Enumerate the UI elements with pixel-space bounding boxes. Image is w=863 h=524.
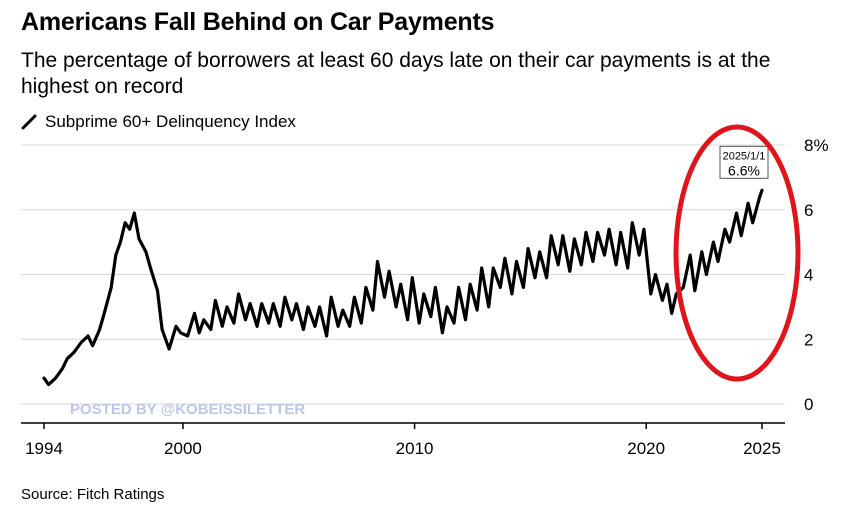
chart-title: Americans Fall Behind on Car Payments (21, 8, 495, 36)
y-tick-label: 0 (804, 395, 813, 414)
series-line (42, 188, 764, 387)
legend: Subprime 60+ Delinquency Index (21, 112, 296, 132)
watermark-text: POSTED BY @KOBEISSILETTER (70, 401, 305, 418)
line-series-icon (21, 114, 37, 130)
x-tick-label: 1994 (25, 439, 63, 458)
callout-value: 6.6% (728, 162, 760, 178)
x-tick-label: 2025 (743, 439, 781, 458)
highlight-circle (673, 124, 801, 382)
legend-label: Subprime 60+ Delinquency Index (45, 112, 296, 131)
callout-box (719, 145, 769, 179)
y-tick-label: 4 (804, 266, 813, 285)
y-tick-label: 2 (804, 330, 813, 349)
y-tick-label: 8% (804, 136, 829, 155)
y-tick-label: 6 (804, 201, 813, 220)
x-tick-label: 2010 (396, 439, 434, 458)
x-tick-label: 2020 (627, 439, 665, 458)
chart-subtitle: The percentage of borrowers at least 60 … (21, 49, 771, 98)
source-note: Source: Fitch Ratings (21, 486, 165, 503)
x-tick-label: 2000 (164, 439, 202, 458)
callout-date: 2025/1/1 (723, 150, 766, 162)
